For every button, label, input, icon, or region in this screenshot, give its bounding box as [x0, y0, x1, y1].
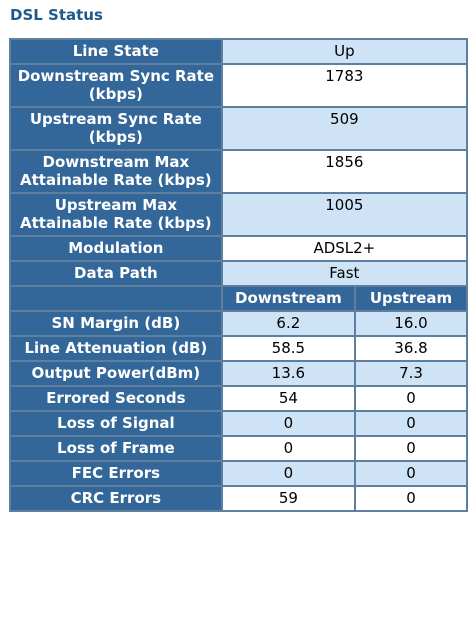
dsl-status-table: Line State Up Downstream Sync Rate (kbps… — [9, 38, 468, 512]
row-fec-errors: FEC Errors 0 0 — [11, 462, 466, 485]
downstream-value: 13.6 — [222, 362, 355, 385]
row-loss-of-signal: Loss of Signal 0 0 — [11, 412, 466, 435]
row-label: Loss of Signal — [11, 412, 221, 435]
row-upstream-sync-rate: Upstream Sync Rate (kbps) 509 — [11, 108, 466, 149]
upstream-value: 0 — [356, 412, 466, 435]
row-upstream-max-rate: Upstream Max Attainable Rate (kbps) 1005 — [11, 194, 466, 235]
row-value: 1005 — [222, 194, 466, 235]
row-label: Modulation — [11, 237, 221, 260]
upstream-value: 0 — [356, 387, 466, 410]
row-label: FEC Errors — [11, 462, 221, 485]
upstream-value: 0 — [356, 462, 466, 485]
upstream-value: 36.8 — [356, 337, 466, 360]
row-sn-margin: SN Margin (dB) 6.2 16.0 — [11, 312, 466, 335]
downstream-value: 6.2 — [222, 312, 355, 335]
row-downstream-max-rate: Downstream Max Attainable Rate (kbps) 18… — [11, 151, 466, 192]
row-label: CRC Errors — [11, 487, 221, 510]
downstream-value: 58.5 — [222, 337, 355, 360]
row-output-power: Output Power(dBm) 13.6 7.3 — [11, 362, 466, 385]
row-loss-of-frame: Loss of Frame 0 0 — [11, 437, 466, 460]
row-value: ADSL2+ — [222, 237, 466, 260]
header-spacer — [11, 287, 221, 310]
row-value: Up — [222, 40, 466, 63]
upstream-value: 0 — [356, 487, 466, 510]
row-value: 1856 — [222, 151, 466, 192]
row-data-path: Data Path Fast — [11, 262, 466, 285]
column-header-row: Downstream Upstream — [11, 287, 466, 310]
upstream-value: 7.3 — [356, 362, 466, 385]
column-header-downstream: Downstream — [222, 287, 355, 310]
row-label: Output Power(dBm) — [11, 362, 221, 385]
row-label: Errored Seconds — [11, 387, 221, 410]
row-label: Upstream Max Attainable Rate (kbps) — [11, 194, 221, 235]
upstream-value: 16.0 — [356, 312, 466, 335]
row-label: Line State — [11, 40, 221, 63]
row-crc-errors: CRC Errors 59 0 — [11, 487, 466, 510]
row-label: Loss of Frame — [11, 437, 221, 460]
row-label: Downstream Sync Rate (kbps) — [11, 65, 221, 106]
downstream-value: 0 — [222, 412, 355, 435]
row-label: SN Margin (dB) — [11, 312, 221, 335]
row-errored-seconds: Errored Seconds 54 0 — [11, 387, 466, 410]
downstream-value: 59 — [222, 487, 355, 510]
downstream-value: 0 — [222, 462, 355, 485]
row-value: 1783 — [222, 65, 466, 106]
row-value: 509 — [222, 108, 466, 149]
row-line-state: Line State Up — [11, 40, 466, 63]
page-title: DSL Status — [10, 6, 103, 24]
upstream-value: 0 — [356, 437, 466, 460]
column-header-upstream: Upstream — [356, 287, 466, 310]
row-label: Data Path — [11, 262, 221, 285]
row-downstream-sync-rate: Downstream Sync Rate (kbps) 1783 — [11, 65, 466, 106]
downstream-value: 54 — [222, 387, 355, 410]
row-label: Line Attenuation (dB) — [11, 337, 221, 360]
row-value: Fast — [222, 262, 466, 285]
downstream-value: 0 — [222, 437, 355, 460]
row-line-attenuation: Line Attenuation (dB) 58.5 36.8 — [11, 337, 466, 360]
row-label: Downstream Max Attainable Rate (kbps) — [11, 151, 221, 192]
row-label: Upstream Sync Rate (kbps) — [11, 108, 221, 149]
row-modulation: Modulation ADSL2+ — [11, 237, 466, 260]
